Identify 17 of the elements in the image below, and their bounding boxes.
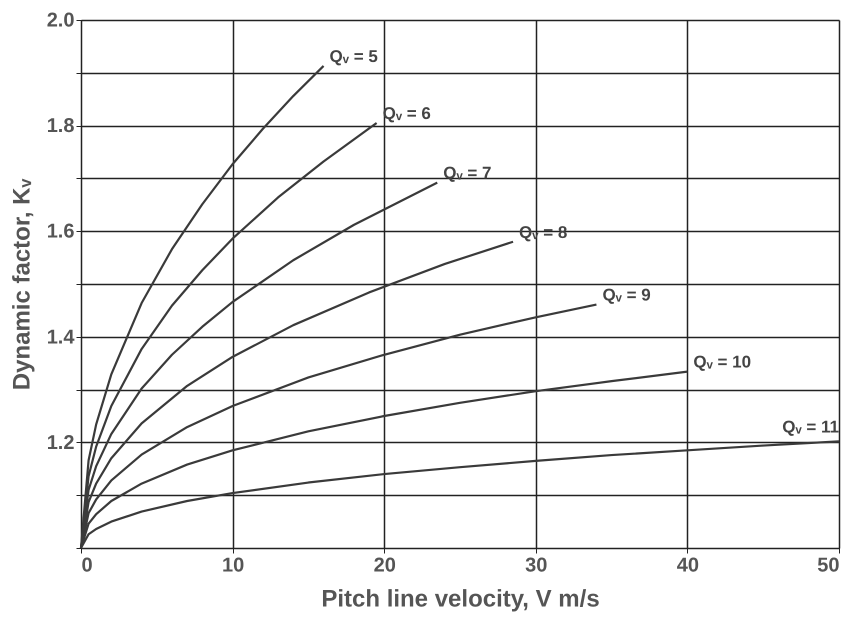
y-tick-label: 1.4 [46,326,76,348]
y-tick-label: 1.6 [46,220,74,243]
x-axis-title: Pitch line velocity, V m/s [321,586,600,612]
series-label: Qᵥ = 9 [602,286,651,305]
y-tick-label: 1.2 [46,432,74,454]
y-axis-title: Dynamic factor, Kᵥ [8,178,36,390]
x-tick-label: 0 [82,554,93,576]
y-tick-label: 2.0 [46,10,74,32]
x-tick-label: 40 [676,554,700,576]
x-tick-label: 20 [374,554,396,576]
x-tick-label: 50 [817,554,840,576]
x-tick-label: 30 [525,554,548,576]
series-label: Qᵥ = 11 [782,417,839,436]
x-tick-label: 10 [222,554,244,576]
series-label: Qᵥ = 5 [330,46,378,66]
series-label: Qᵥ = 10 [693,352,752,372]
y-tick-label: 1.8 [46,115,74,138]
